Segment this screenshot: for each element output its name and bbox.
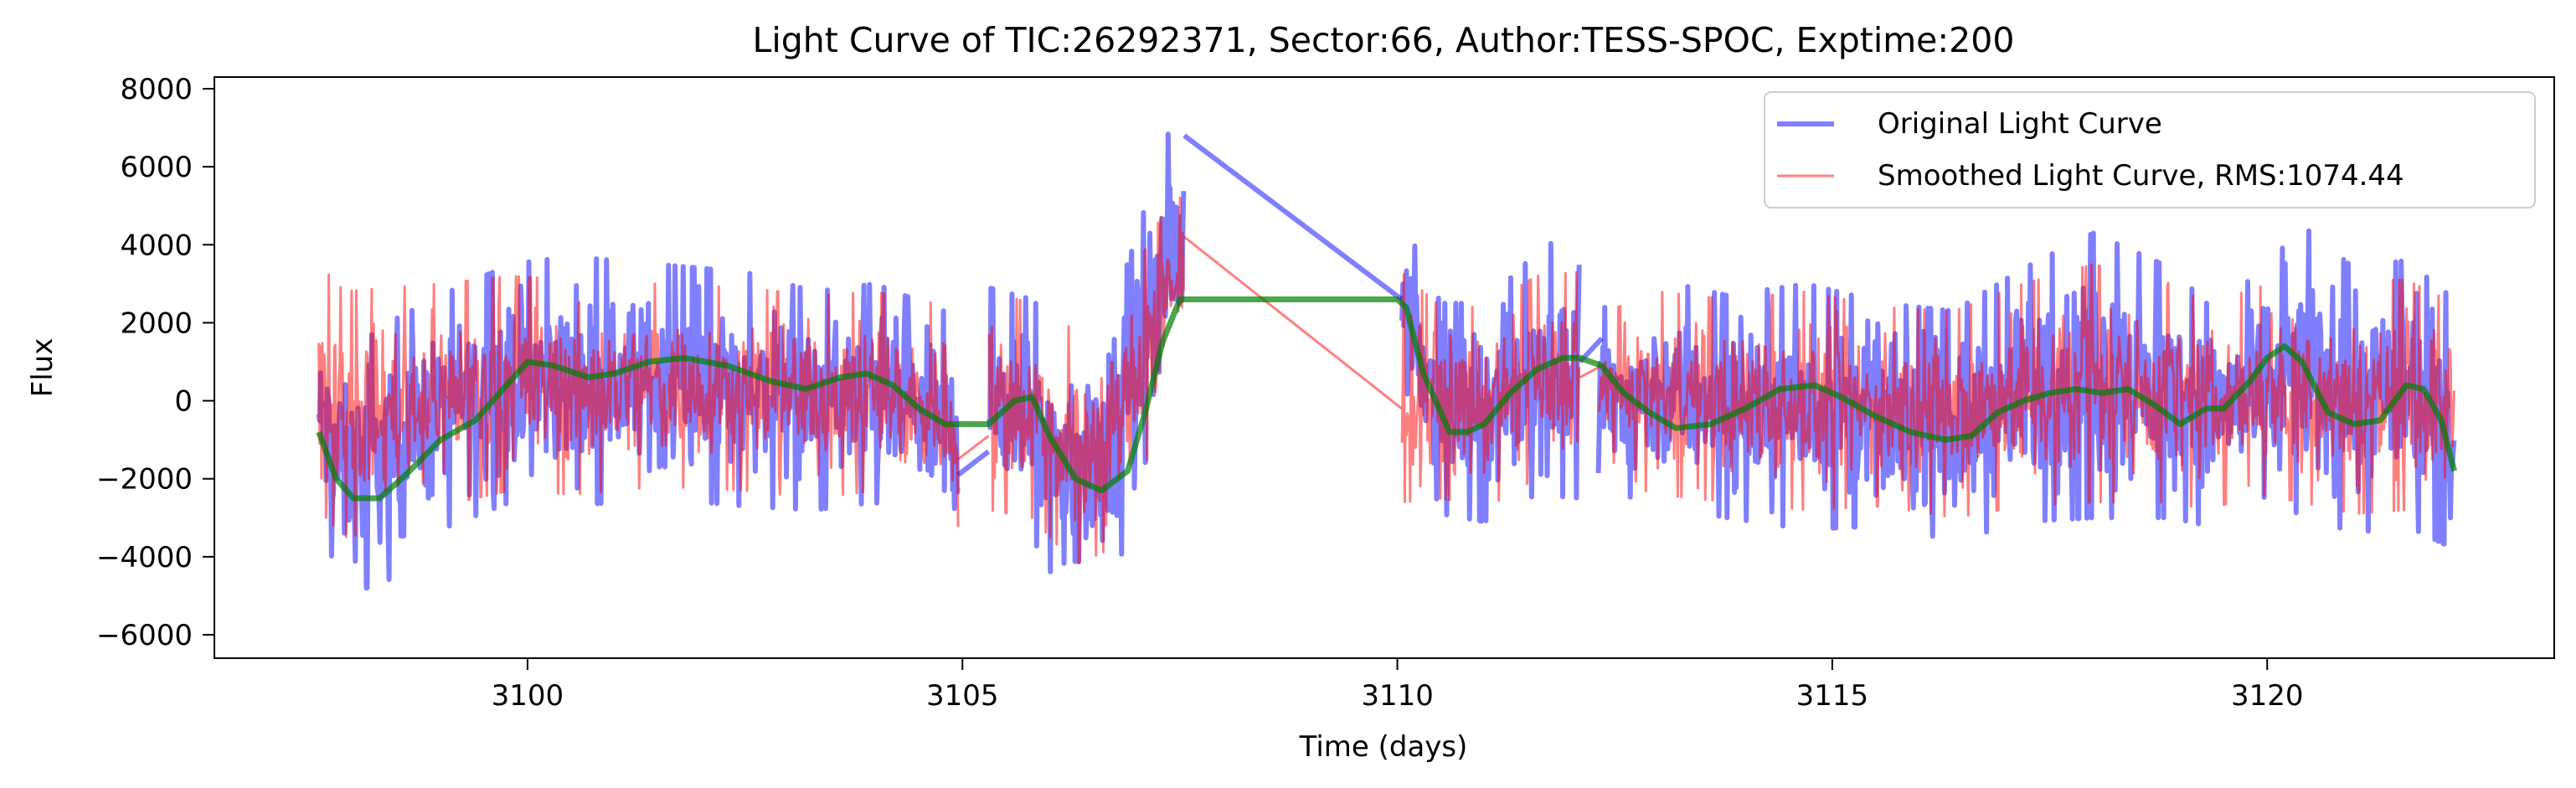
y-tick-label: 6000 (120, 151, 193, 184)
x-tick-label: 3115 (1796, 679, 1869, 713)
gap-connector (1183, 235, 1403, 410)
plot-frame (214, 76, 2555, 659)
series-smoothed (317, 196, 2455, 564)
y-tick-label: 2000 (120, 306, 193, 340)
chart-title: Light Curve of TIC:26292371, Sector:66, … (753, 20, 2015, 60)
legend-label-smoothed: Smoothed Light Curve, RMS:1074.44 (1878, 159, 2404, 193)
legend: Original Light Curve Smoothed Light Curv… (1764, 91, 2536, 209)
plot-area (316, 131, 2457, 591)
legend-label-original: Original Light Curve (1878, 107, 2162, 141)
y-tick-label: −4000 (96, 541, 193, 574)
x-tick-label: 3100 (492, 679, 564, 713)
x-tick-label: 3105 (926, 679, 999, 713)
y-tick-label: 8000 (120, 73, 193, 106)
x-tick-label: 3120 (2231, 679, 2304, 713)
gap-connector (956, 449, 991, 477)
x-axis: 3100 3105 3110 3115 3120 (492, 658, 2304, 713)
legend-box (1764, 91, 2536, 209)
gap-connector (1579, 364, 1603, 379)
series-segment (1597, 263, 2455, 518)
y-tick-label: 0 (174, 385, 193, 419)
gap-connector (1182, 133, 1404, 301)
series-segment (1595, 228, 2457, 547)
x-tick-label: 3110 (1361, 679, 1434, 713)
y-tick-label: −2000 (96, 463, 193, 497)
gap-connector (957, 435, 990, 461)
y-tick-label: −6000 (96, 619, 193, 652)
series-segment (987, 196, 1185, 564)
trend-line (316, 296, 2457, 502)
series-trend (316, 296, 2457, 502)
y-axis-label: Flux (26, 338, 59, 398)
x-axis-label: Time (days) (1299, 730, 1468, 764)
y-tick-label: 4000 (120, 229, 193, 262)
series-segment (317, 273, 960, 538)
y-axis: −6000 −4000 −2000 0 2000 4000 6000 8000 (96, 73, 214, 652)
